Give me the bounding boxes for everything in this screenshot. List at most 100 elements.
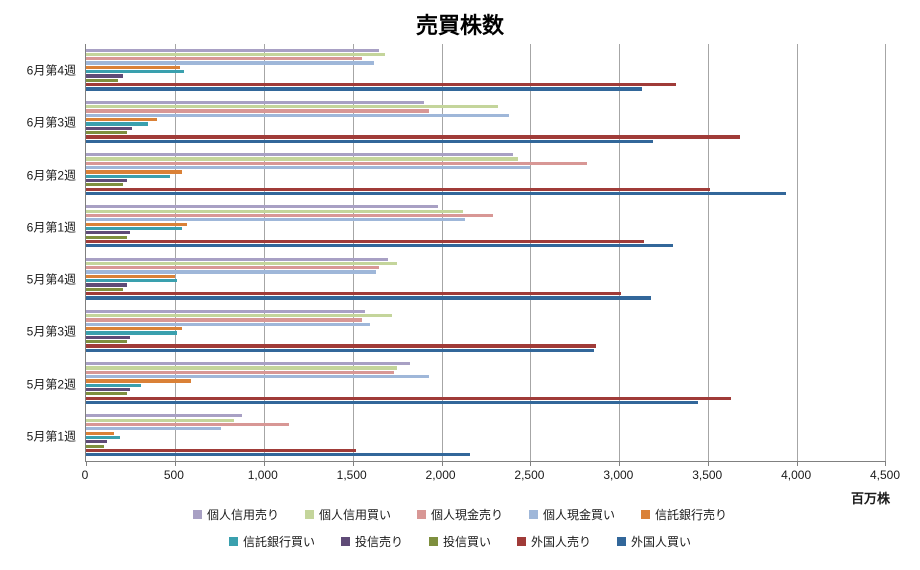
- legend-item-投信買い[interactable]: 投信買い: [428, 533, 491, 550]
- legend-item-個人信用買い[interactable]: 個人信用買い: [304, 506, 391, 523]
- gridline: [263, 44, 265, 461]
- bar-外国人買い: [86, 296, 652, 300]
- bar-外国人買い: [86, 400, 698, 405]
- bar-外国人買い: [86, 87, 643, 91]
- y-category-label: 5月第3週: [26, 324, 76, 339]
- legend-label: 信託銀行売り: [655, 508, 728, 522]
- bar-投信買い: [86, 78, 118, 82]
- gridline: [441, 44, 443, 461]
- bar-信託銀行売り: [86, 222, 188, 226]
- bar-外国人売り: [86, 344, 597, 348]
- bar-個人信用買い: [86, 314, 392, 318]
- x-axis-tickmark: [797, 461, 799, 466]
- x-tick-label: 4,500: [869, 468, 901, 482]
- x-tick-label: 500: [163, 468, 184, 482]
- bar-個人信用買い: [86, 418, 234, 422]
- x-tick-label: 1,000: [247, 468, 278, 482]
- legend-swatch: [529, 510, 538, 519]
- bar-個人信用買い: [86, 157, 518, 161]
- bar-信託銀行買い: [86, 174, 170, 178]
- bar-投信売り: [86, 387, 131, 392]
- gridline: [708, 44, 710, 461]
- bar-外国人売り: [86, 448, 357, 453]
- bar-信託銀行売り: [86, 170, 182, 174]
- x-axis-tickmark: [885, 461, 886, 466]
- gridline: [619, 44, 621, 461]
- legend-item-外国人売り[interactable]: 外国人売り: [517, 533, 591, 550]
- bar-投信売り: [86, 335, 131, 339]
- legend-item-外国人買い[interactable]: 外国人買い: [617, 533, 691, 550]
- bar-外国人売り: [86, 239, 645, 244]
- x-tick-label: 3,000: [603, 468, 634, 482]
- legend-swatch: [304, 510, 314, 519]
- x-axis-tickmark: [86, 461, 87, 466]
- bar-個人信用買い: [86, 209, 463, 213]
- bar-投信買い: [86, 235, 127, 239]
- bar-個人信用買い: [86, 366, 398, 370]
- bar-個人現金買い: [86, 218, 465, 222]
- bar-投信売り: [86, 74, 124, 78]
- bar-外国人売り: [86, 135, 741, 139]
- bar-個人現金買い: [86, 165, 531, 170]
- bar-外国人買い: [86, 139, 654, 143]
- legend-item-個人現金売り[interactable]: 個人現金売り: [416, 506, 503, 523]
- bar-外国人買い: [86, 348, 595, 352]
- legend-swatch: [340, 537, 350, 546]
- legend-swatch: [416, 510, 426, 519]
- legend-item-信託銀行売り[interactable]: 信託銀行売り: [641, 506, 727, 523]
- bar-投信買い: [86, 131, 127, 135]
- bar-外国人買い: [86, 244, 673, 248]
- x-axis-tickmark: [441, 461, 443, 466]
- bar-投信買い: [86, 340, 127, 344]
- gridline: [885, 44, 886, 461]
- legend-item-個人信用売り[interactable]: 個人信用売り: [192, 506, 279, 523]
- bar-外国人売り: [86, 83, 677, 87]
- legend-swatch: [617, 537, 627, 546]
- x-axis-tickmark: [530, 461, 532, 466]
- gridline: [530, 44, 532, 461]
- legend-label: 信託銀行買い: [242, 535, 315, 549]
- bar-個人現金売り: [86, 370, 394, 374]
- bar-個人信用売り: [86, 100, 424, 104]
- bar-個人現金売り: [86, 57, 362, 61]
- bar-信託銀行買い: [86, 122, 149, 126]
- y-category-label: 6月第2週: [26, 168, 76, 183]
- legend-label: 外国人買い: [631, 535, 692, 549]
- legend-row: 個人信用売り 個人信用買い 個人現金売り 個人現金買い 信託銀行売り: [0, 506, 920, 523]
- legend-item-投信売り[interactable]: 投信売り: [340, 533, 403, 550]
- x-axis-tickmark: [263, 461, 265, 466]
- bar-個人現金売り: [86, 266, 380, 270]
- legend-item-信託銀行買い[interactable]: 信託銀行買い: [228, 533, 315, 550]
- bar-投信買い: [86, 287, 124, 291]
- legend-row: 信託銀行買い 投信売り 投信買い 外国人売り 外国人買い: [0, 533, 920, 550]
- bar-個人信用買い: [86, 261, 398, 266]
- bar-信託銀行買い: [86, 435, 120, 440]
- bar-個人現金売り: [86, 213, 494, 218]
- bar-個人信用買い: [86, 105, 499, 109]
- bar-信託銀行売り: [86, 379, 191, 383]
- legend-swatch: [192, 510, 202, 519]
- bar-個人現金買い: [86, 61, 374, 65]
- bar-信託銀行買い: [86, 383, 142, 387]
- y-category-label: 6月第3週: [26, 115, 76, 130]
- legend-label: 外国人売り: [531, 535, 592, 549]
- y-axis-category-labels: 6月第4週 6月第3週 6月第2週 6月第1週 5月第4週 5月第3週 5月第2週 5月第1週: [0, 44, 80, 462]
- legend-label: 個人現金買い: [543, 508, 616, 522]
- legend-label: 個人信用買い: [318, 508, 391, 522]
- bar-個人信用売り: [86, 309, 366, 313]
- chart-title: 売買株数: [415, 13, 504, 38]
- bar-個人現金買い: [86, 322, 371, 326]
- y-category-label: 6月第1週: [26, 220, 76, 235]
- bar-信託銀行買い: [86, 331, 177, 335]
- bar-個人現金売り: [86, 109, 430, 113]
- bar-個人現金売り: [86, 318, 362, 322]
- legend-item-個人現金買い[interactable]: 個人現金買い: [529, 506, 615, 523]
- legend-swatch: [517, 537, 526, 546]
- y-category-label: 5月第2週: [26, 377, 76, 392]
- bar-投信売り: [86, 231, 131, 235]
- bar-信託銀行売り: [86, 274, 175, 279]
- bar-個人信用売り: [86, 153, 513, 157]
- x-tick-label: 1,500: [336, 468, 367, 482]
- bar-個人現金買い: [86, 374, 430, 379]
